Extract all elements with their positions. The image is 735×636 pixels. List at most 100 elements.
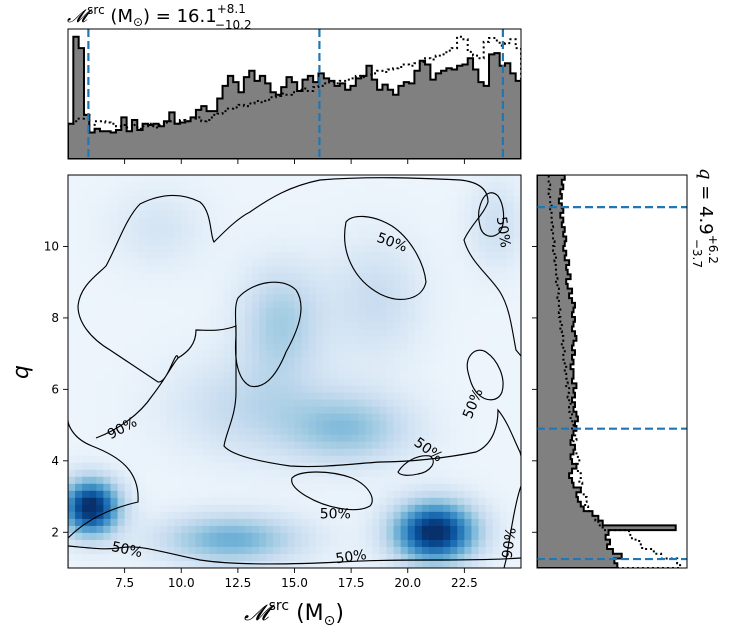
heatmap-cell — [280, 392, 289, 401]
heatmap-cell — [244, 203, 253, 211]
heatmap-cell — [202, 392, 211, 401]
heatmap-cell — [407, 399, 416, 408]
heatmap-cell — [160, 280, 168, 288]
heatmap-cell — [322, 217, 331, 225]
heatmap-cell — [513, 273, 521, 281]
heatmap-cell — [160, 420, 168, 429]
heatmap-cell — [202, 497, 211, 506]
heatmap-cell — [124, 539, 133, 548]
heatmap-cell — [464, 182, 473, 190]
heatmap-cell — [386, 539, 395, 548]
heatmap-cell — [273, 364, 281, 373]
heatmap-cell — [216, 196, 225, 204]
heatmap-cell — [117, 532, 126, 541]
heatmap-cell — [131, 189, 140, 197]
heatmap-cell — [379, 224, 388, 232]
heatmap-cell — [252, 266, 260, 274]
heatmap-cell — [110, 308, 119, 316]
heatmap-cell — [167, 476, 175, 485]
heatmap-cell — [428, 532, 437, 541]
heatmap-cell — [450, 336, 458, 345]
heatmap-cell — [223, 287, 232, 295]
heatmap-cell — [195, 525, 204, 534]
heatmap-cell — [131, 399, 140, 408]
heatmap-cell — [273, 266, 281, 274]
heatmap-cell — [145, 560, 154, 568]
heatmap-cell — [188, 518, 197, 527]
heatmap-cell — [322, 483, 331, 492]
heatmap-cell — [336, 490, 345, 499]
heatmap-cell — [131, 525, 140, 534]
heatmap-cell — [386, 231, 395, 239]
heatmap-cell — [181, 490, 189, 499]
heatmap-cell — [329, 315, 338, 323]
heatmap-cell — [216, 539, 225, 548]
heatmap-cell — [223, 259, 232, 267]
heatmap-cell — [82, 525, 90, 534]
heatmap-cell — [492, 203, 501, 211]
heatmap-cell — [358, 343, 366, 352]
heatmap-cell — [414, 385, 423, 394]
heatmap-cell — [351, 301, 359, 309]
heatmap-cell — [138, 357, 147, 366]
heatmap-cell — [96, 532, 104, 541]
heatmap-cell — [124, 378, 133, 387]
heatmap-cell — [358, 196, 366, 204]
heatmap-cell — [336, 462, 345, 471]
heatmap-cell — [195, 420, 204, 429]
heatmap-cell — [216, 392, 225, 401]
heatmap-cell — [386, 399, 395, 408]
heatmap-cell — [329, 434, 338, 443]
heatmap-cell — [152, 189, 161, 197]
heatmap-cell — [273, 308, 281, 316]
heatmap-cell — [174, 399, 182, 408]
heatmap-cell — [259, 301, 267, 309]
heatmap-cell — [188, 420, 197, 429]
heatmap-cell — [336, 203, 345, 211]
heatmap-cell — [103, 287, 112, 295]
heatmap-cell — [195, 315, 204, 323]
heatmap-cell — [308, 420, 317, 429]
heatmap-cell — [145, 448, 154, 457]
heatmap-cell — [82, 245, 90, 253]
heatmap-cell — [181, 196, 189, 204]
heatmap-cell — [287, 280, 296, 288]
heatmap-cell — [301, 455, 310, 464]
heatmap-cell — [365, 364, 373, 373]
heatmap-cell — [96, 266, 104, 274]
heatmap-cell — [379, 518, 388, 527]
heatmap-cell — [379, 294, 388, 302]
heatmap-cell — [195, 357, 204, 366]
heatmap-cell — [160, 301, 168, 309]
heatmap-cell — [478, 413, 487, 422]
heatmap-cell — [421, 231, 430, 239]
heatmap-cell — [195, 336, 204, 345]
heatmap-cell — [244, 399, 253, 408]
heatmap-cell — [471, 399, 480, 408]
heatmap-cell — [131, 490, 140, 499]
heatmap-cell — [89, 238, 97, 246]
heatmap-cell — [443, 420, 451, 429]
heatmap-cell — [471, 266, 480, 274]
heatmap-cell — [499, 371, 508, 380]
heatmap-cell — [443, 203, 451, 211]
heatmap-cell — [365, 413, 373, 422]
heatmap-cell — [386, 287, 395, 295]
heatmap-cell — [103, 189, 112, 197]
heatmap-cell — [195, 448, 204, 457]
heatmap-cell — [195, 203, 204, 211]
heatmap-cell — [428, 490, 437, 499]
heatmap-cell — [478, 490, 487, 499]
heatmap-cell — [223, 392, 232, 401]
heatmap-cell — [202, 252, 211, 260]
heatmap-cell — [160, 476, 168, 485]
heatmap-cell — [414, 294, 423, 302]
heatmap-cell — [457, 350, 465, 359]
heatmap-cell — [513, 301, 521, 309]
heatmap-cell — [443, 189, 451, 197]
heatmap-cell — [138, 301, 147, 309]
heatmap-cell — [244, 196, 253, 204]
mass-histogram-bars — [68, 35, 521, 159]
heatmap-cell — [485, 441, 494, 450]
heatmap-cell — [195, 210, 204, 218]
